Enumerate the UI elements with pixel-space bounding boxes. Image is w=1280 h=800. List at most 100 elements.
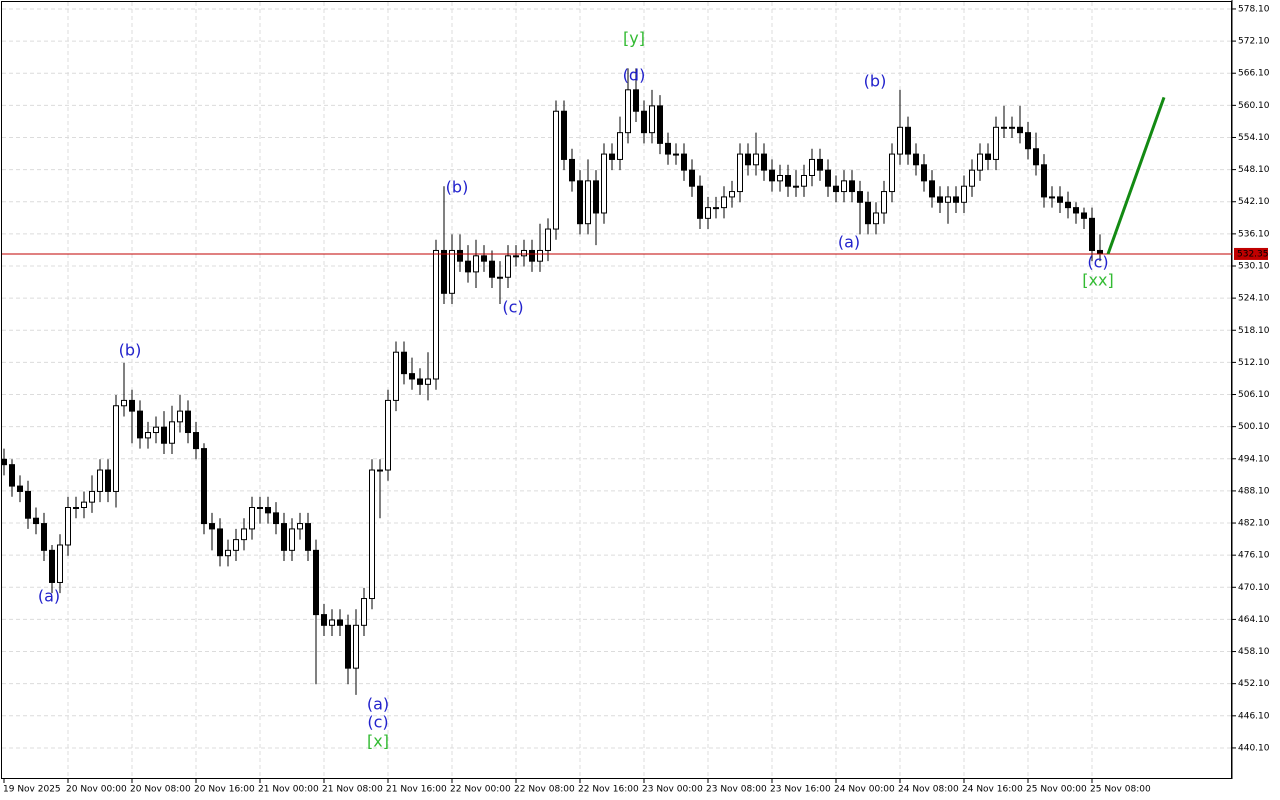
candle-body [329,619,335,626]
y-tick-label: 560.10 [1238,101,1270,111]
candle-body [57,544,63,583]
candle-body [857,191,863,203]
candle-body [561,110,567,160]
candle-body [265,507,271,514]
x-tick-label: 21 Nov 00:00 [258,785,319,795]
candle-body [681,153,687,171]
candle-body [49,549,55,583]
candle-body [905,126,911,155]
candle-body [1073,207,1079,214]
candle-body [545,228,551,251]
candle-body [521,249,527,257]
candle-body [401,351,407,375]
candle-body [369,469,375,600]
candle-body [1,458,7,466]
candle-body [81,501,87,509]
last-price-box [1234,247,1268,260]
candle-body [241,528,247,541]
y-tick-label: 566.10 [1238,69,1270,79]
candle-body [953,196,959,203]
candle-body [817,158,823,171]
x-tick-label: 20 Nov 00:00 [66,785,127,795]
candle-body [385,399,391,471]
candle-body [201,448,207,525]
wave-label: (c) [1087,253,1108,272]
candle-body [633,89,639,112]
y-tick-label: 506.10 [1238,390,1270,400]
candle-body [1089,217,1095,251]
x-tick-label: 20 Nov 08:00 [130,785,191,795]
x-tick-label: 22 Nov 08:00 [514,785,575,795]
candle-body [345,624,351,669]
y-tick-label: 482.10 [1238,519,1270,529]
x-tick-label: 23 Nov 08:00 [706,785,767,795]
candle-body [825,169,831,187]
candle-body [649,105,655,134]
candle-body [865,201,871,225]
candle-body [161,426,167,444]
candle-body [177,410,183,423]
candle-body [409,373,415,380]
candle-body [225,549,231,557]
candle-body [529,249,535,262]
wave-label: (b) [119,341,142,360]
wave-label: (b) [864,72,887,91]
x-tick-label: 21 Nov 08:00 [322,785,383,795]
candle-body [889,153,895,193]
y-tick-label: 512.10 [1238,358,1270,368]
candle-body [609,153,615,160]
candle-body [457,249,463,262]
candle-body [33,517,39,525]
candle-body [73,507,79,510]
y-tick-label: 536.10 [1238,229,1270,239]
candle-body [297,523,303,530]
candle-body [25,490,31,519]
candle-body [249,507,255,530]
candle-body [673,153,679,156]
candle-body [209,523,215,530]
wave-label: [y] [623,29,645,48]
candle-body [937,196,943,203]
candle-body [833,185,839,193]
candle-body [113,405,119,492]
candle-body [929,180,935,198]
candle-body [1033,148,1039,166]
candle-body [441,249,447,294]
candle-body [753,153,759,166]
candle-body [313,549,319,616]
candle-body [713,207,719,210]
candle-body [489,260,495,278]
candle-body [425,378,431,385]
x-tick-label: 21 Nov 16:00 [386,785,447,795]
y-tick-label: 578.10 [1238,4,1270,14]
candle-body [153,426,159,434]
x-tick-label: 23 Nov 16:00 [770,785,831,795]
candle-body [977,153,983,171]
candle-body [617,132,623,160]
wave-label: (a) [838,233,860,252]
candle-body [849,180,855,193]
x-tick-label: 20 Nov 16:00 [194,785,255,795]
y-tick-label: 542.10 [1238,197,1270,207]
x-tick-label: 22 Nov 00:00 [450,785,511,795]
y-tick-label: 464.10 [1238,615,1270,625]
candle-body [809,158,815,176]
candle-body [121,399,127,407]
candle-body [473,255,479,273]
candle-body [321,614,327,626]
candle-body [97,469,103,492]
candle-body [897,126,903,155]
candle-body [505,255,511,278]
candle-body [993,126,999,160]
candle-body [1041,164,1047,198]
y-tick-label: 470.10 [1238,583,1270,593]
wave-label: (d) [623,66,646,85]
candle-body [465,260,471,273]
candle-body [873,212,879,225]
y-tick-label: 488.10 [1238,486,1270,496]
candle-body [961,185,967,203]
last-price-label: 532.35 [1237,249,1269,259]
y-tick-label: 440.10 [1238,743,1270,753]
candle-body [433,249,439,380]
